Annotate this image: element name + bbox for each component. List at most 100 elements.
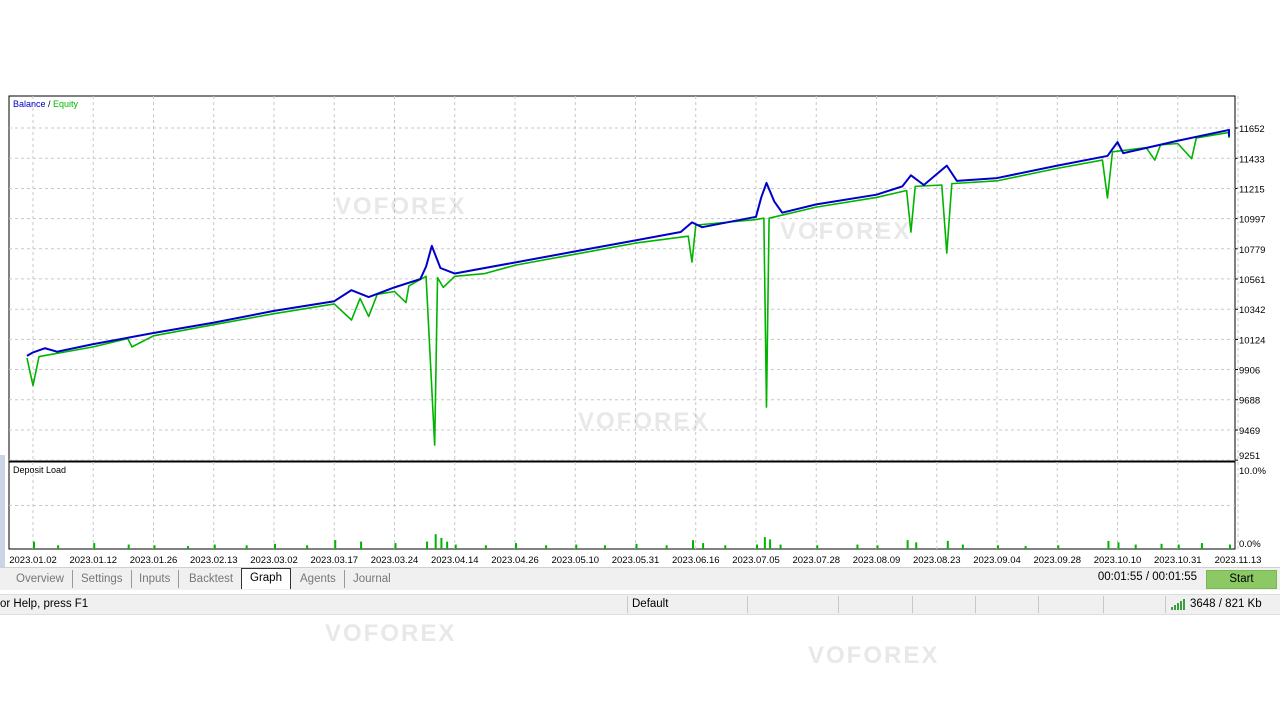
deposit-load-bar bbox=[213, 544, 216, 549]
deposit-load-bar bbox=[454, 544, 457, 549]
y-tick-label: 9688 bbox=[1239, 396, 1260, 407]
y-tick-label: 10561 bbox=[1239, 275, 1265, 286]
deposit-load-bar bbox=[434, 534, 437, 549]
x-tick-label: 2023.04.26 bbox=[491, 555, 539, 566]
deposit-load-bar bbox=[1107, 540, 1110, 549]
x-tick-label: 2023.01.02 bbox=[9, 555, 57, 566]
deposit-load-bar bbox=[515, 543, 517, 549]
deposit-load-bar bbox=[906, 540, 909, 549]
deposit-load-bar bbox=[1024, 546, 1027, 549]
x-tick-label: 2023.08.09 bbox=[853, 555, 901, 566]
series-equity-line bbox=[26, 131, 1230, 446]
deposit-load-bar bbox=[702, 543, 705, 549]
tab-backtest[interactable]: Backtest bbox=[181, 570, 243, 588]
watermark-logo: VOFOREX bbox=[325, 620, 457, 647]
x-tick-label: 2023.08.23 bbox=[913, 555, 961, 566]
y-tick-label: 9906 bbox=[1239, 366, 1260, 377]
help-text: or Help, press F1 bbox=[0, 598, 89, 610]
deposit-load-bar bbox=[1057, 545, 1060, 549]
tab-graph[interactable]: Graph bbox=[241, 568, 291, 589]
y-tick-label: 11433 bbox=[1239, 154, 1265, 165]
deposit-load-bar bbox=[769, 539, 772, 549]
deposit-load-bar bbox=[426, 541, 429, 549]
deposit-load-bar bbox=[724, 545, 727, 549]
profile-name: Default bbox=[632, 598, 669, 610]
deposit-load-bar bbox=[1229, 544, 1231, 549]
x-tick-label: 2023.05.31 bbox=[612, 555, 660, 566]
tab-overview[interactable]: Overview bbox=[8, 570, 73, 588]
deposit-load-bar bbox=[575, 544, 578, 549]
deposit-load-bar bbox=[665, 545, 668, 549]
x-tick-label: 2023.09.04 bbox=[973, 555, 1021, 566]
elapsed-timer: 00:01:55 / 00:01:55 bbox=[1097, 571, 1197, 583]
y-tick-label: 10779 bbox=[1239, 245, 1265, 256]
x-tick-label: 2023.11.13 bbox=[1215, 555, 1262, 566]
watermark-logo: VOFOREX bbox=[578, 408, 710, 435]
deposit-load-bar bbox=[360, 541, 363, 549]
watermark-logo: VOFOREX bbox=[780, 218, 912, 245]
signal-bars-icon bbox=[1171, 599, 1185, 610]
divider bbox=[747, 596, 748, 613]
x-tick-label: 2023.02.13 bbox=[190, 555, 238, 566]
legend-separator: / bbox=[46, 99, 54, 109]
x-tick-label: 2023.01.26 bbox=[130, 555, 178, 566]
divider bbox=[838, 596, 839, 613]
start-button[interactable]: Start bbox=[1206, 570, 1277, 589]
divider bbox=[1165, 596, 1166, 613]
tester-tab-bar: Overview Settings Inputs Backtest Graph … bbox=[0, 567, 1280, 590]
tab-inputs[interactable]: Inputs bbox=[131, 570, 180, 588]
y-tick-label: 9469 bbox=[1239, 426, 1260, 437]
tab-journal[interactable]: Journal bbox=[353, 573, 391, 585]
deposit-load-bar bbox=[186, 546, 189, 549]
deposit-load-bar bbox=[779, 544, 782, 549]
y-tick-label: 11215 bbox=[1239, 184, 1265, 195]
deposit-load-bar bbox=[545, 545, 548, 549]
load-axis-max: 10.0% bbox=[1239, 466, 1266, 477]
tester-graph: 11652 11433 11215 10997 10779 10561 10342 10124… bbox=[8, 95, 1266, 566]
series-balance-line bbox=[26, 128, 1230, 357]
y-tick-label: 10124 bbox=[1239, 335, 1265, 346]
deposit-load-bar bbox=[306, 545, 309, 549]
status-bar: or Help, press F1 Default 3648 / 821 Kb bbox=[0, 594, 1280, 615]
tab-settings[interactable]: Settings bbox=[73, 570, 132, 588]
legend-equity-label: Equity bbox=[53, 99, 79, 109]
deposit-load-bar bbox=[33, 541, 35, 549]
deposit-load-bar bbox=[153, 545, 156, 549]
deposit-load-bar bbox=[440, 537, 443, 549]
y-tick-label: 10997 bbox=[1239, 215, 1265, 226]
divider bbox=[1038, 596, 1039, 613]
y-tick-label: 11652 bbox=[1239, 124, 1265, 135]
deposit-load-bar bbox=[691, 540, 694, 549]
deposit-load-bar bbox=[1177, 544, 1180, 549]
deposit-load-bar bbox=[1134, 544, 1137, 549]
deposit-load-bar bbox=[816, 545, 819, 549]
deposit-load-bar bbox=[763, 537, 766, 549]
x-tick-label: 2023.07.05 bbox=[732, 555, 780, 566]
deposit-load-bar bbox=[946, 540, 949, 549]
deposit-load-bar bbox=[334, 540, 337, 549]
divider bbox=[975, 596, 976, 613]
x-tick-label: 2023.06.16 bbox=[672, 555, 720, 566]
deposit-load-bar bbox=[1200, 543, 1203, 549]
deposit-load-bar bbox=[756, 544, 758, 549]
deposit-load-bar bbox=[93, 543, 96, 549]
divider bbox=[627, 596, 628, 613]
x-tick-label: 2023.01.12 bbox=[69, 555, 117, 566]
deposit-load-bar bbox=[484, 545, 487, 549]
deposit-load-bar bbox=[961, 544, 964, 549]
deposit-load-bar bbox=[245, 545, 248, 549]
x-tick-label: 2023.03.17 bbox=[310, 555, 358, 566]
watermark-logo: VOFOREX bbox=[808, 642, 940, 669]
y-tick-label: 10342 bbox=[1239, 305, 1265, 316]
tab-agents[interactable]: Agents bbox=[292, 570, 345, 588]
deposit-load-bar bbox=[915, 542, 918, 549]
tester-side-strip[interactable] bbox=[0, 455, 5, 589]
deposit-load-bar bbox=[856, 544, 859, 549]
x-tick-label: 2023.03.02 bbox=[250, 555, 298, 566]
legend-balance-label: Balance bbox=[13, 99, 46, 109]
x-tick-label: 2023.10.10 bbox=[1094, 555, 1142, 566]
x-tick-label: 2023.05.10 bbox=[551, 555, 599, 566]
x-tick-label: 2023.10.31 bbox=[1154, 555, 1202, 566]
deposit-load-bar bbox=[603, 545, 606, 549]
deposit-load-bar bbox=[1160, 543, 1163, 549]
